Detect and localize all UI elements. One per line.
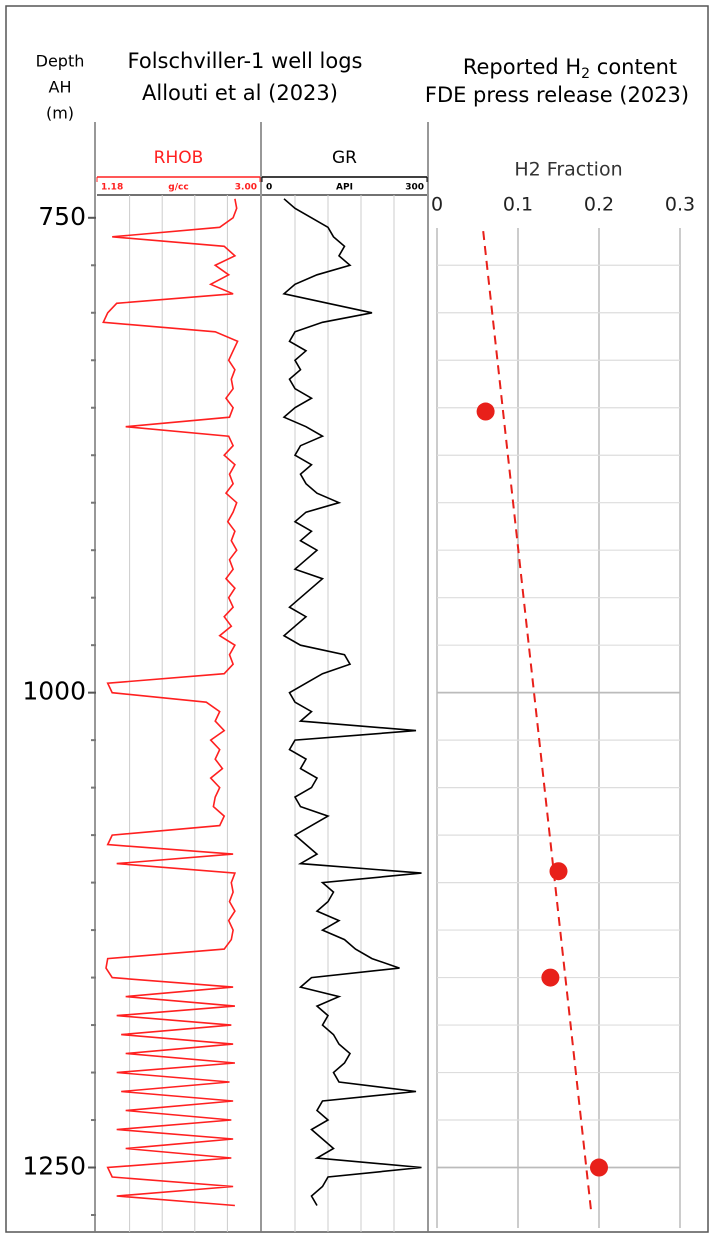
log-curve <box>282 198 422 1206</box>
x-tick-label: 0 <box>431 194 443 216</box>
depth-label: (m) <box>46 104 74 123</box>
x-tick-label: 1.18 <box>101 183 123 193</box>
log-curve <box>102 198 239 1207</box>
x-tick-label: 0.3 <box>665 194 695 216</box>
data-point <box>590 1158 608 1177</box>
y-tick-label: 1250 <box>22 1152 86 1181</box>
x-tick-label: 3.00 <box>235 183 257 193</box>
right-title-sub: 2 <box>581 66 590 82</box>
chart-title: H2 Fraction <box>514 159 622 181</box>
y-tick-label: 1000 <box>22 677 86 706</box>
depth-label: Depth <box>36 52 85 71</box>
x-tick-label: 0.2 <box>584 194 614 216</box>
right-title-part: content <box>590 55 677 79</box>
x-tick-label: 0.1 <box>503 194 533 216</box>
left-title: Allouti et al (2023) <box>142 81 338 105</box>
data-point <box>549 862 568 881</box>
depth-label: AH <box>49 78 72 97</box>
right-title: Reported H2 content <box>463 55 677 82</box>
data-point <box>476 402 495 421</box>
frame <box>5 5 709 1233</box>
x-tick-label: 0 <box>266 183 272 193</box>
track-title: RHOB <box>154 148 204 168</box>
y-tick-label: 750 <box>38 202 86 231</box>
right-title-part: Reported H <box>463 55 581 79</box>
track-unit: API <box>336 183 353 193</box>
x-tick-label: 300 <box>405 183 424 193</box>
left-title: Folschviller-1 well logs <box>128 49 363 73</box>
right-title: FDE press release (2023) <box>425 83 689 107</box>
track-title: GR <box>332 148 357 168</box>
track-unit: g/cc <box>168 183 188 193</box>
data-point <box>541 968 560 987</box>
